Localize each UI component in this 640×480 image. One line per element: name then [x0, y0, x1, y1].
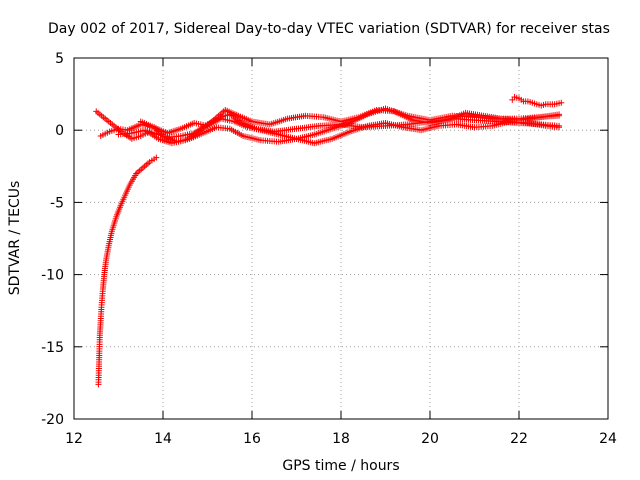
y-tick-label: -20 [41, 412, 64, 428]
data-point [556, 124, 563, 131]
x-tick-labels: 12 14 16 18 20 22 24 [65, 431, 617, 447]
data-point [153, 154, 160, 161]
data-point [558, 99, 565, 106]
y-tick-label: -15 [41, 340, 64, 356]
y-tick-label: -5 [50, 195, 64, 211]
x-axis-label: GPS time / hours [282, 458, 399, 474]
data-point [556, 112, 563, 119]
grid-lines [74, 58, 608, 419]
x-tick-label: 18 [332, 431, 350, 447]
y-tick-labels: 5 0 -5 -10 -15 -20 [41, 51, 64, 428]
x-tick-label: 20 [421, 431, 439, 447]
x-tick-label: 14 [154, 431, 172, 447]
y-tick-label: -10 [41, 268, 64, 284]
y-axis-label: SDTVAR / TECUs [7, 181, 23, 296]
axis-ticks [73, 57, 609, 420]
x-tick-label: 24 [599, 431, 617, 447]
y-tick-label: 0 [55, 123, 64, 139]
chart-title: Day 002 of 2017, Sidereal Day-to-day VTE… [48, 21, 610, 37]
x-tick-label: 22 [510, 431, 528, 447]
x-tick-label: 12 [65, 431, 83, 447]
x-tick-label: 16 [243, 431, 261, 447]
y-tick-label: 5 [55, 51, 64, 67]
data-points [93, 93, 565, 388]
